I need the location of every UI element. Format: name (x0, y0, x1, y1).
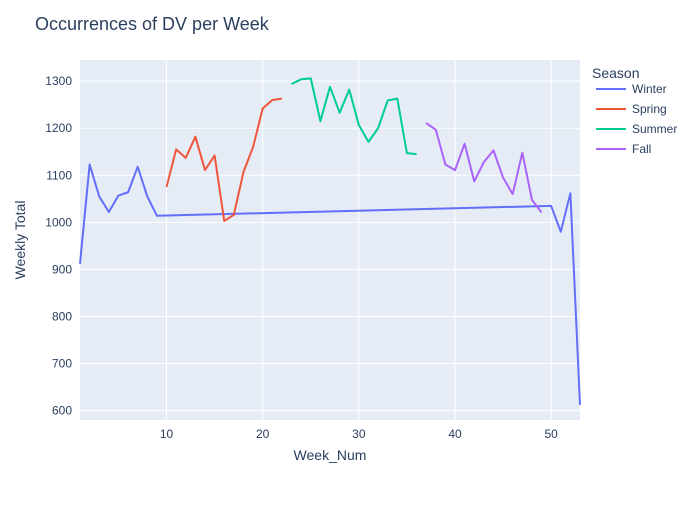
x-tick-label: 30 (352, 427, 366, 441)
legend-label-spring[interactable]: Spring (632, 102, 667, 116)
y-tick-label: 1100 (46, 168, 72, 182)
x-tick-label: 10 (160, 427, 174, 441)
series-line-winter (79, 163, 581, 405)
plot-background (80, 60, 580, 420)
y-tick-label: 600 (52, 404, 72, 418)
series-line-fall (425, 122, 543, 214)
y-tick-label: 800 (52, 309, 72, 323)
chart-title: Occurrences of DV per Week (35, 14, 270, 34)
legend-label-summer[interactable]: Summer (632, 122, 677, 136)
y-axis-ticks: 600 700 800 900 1000 1100 1200 1300 (45, 74, 72, 417)
y-axis-title: Weekly Total (12, 201, 28, 280)
x-tick-label: 40 (448, 427, 462, 441)
x-axis-ticks: 10 20 30 40 50 (160, 427, 558, 441)
y-tick-label: 1300 (45, 74, 72, 88)
y-tick-label: 1200 (45, 121, 72, 135)
legend-label-winter[interactable]: Winter (632, 82, 667, 96)
series-line-summer (291, 77, 417, 156)
y-tick-label: 700 (52, 357, 72, 371)
series-line-spring (165, 97, 283, 222)
x-tick-label: 50 (544, 427, 558, 441)
y-tick-label: 900 (52, 262, 72, 276)
series-layer (79, 77, 581, 405)
x-axis-title: Week_Num (294, 447, 367, 463)
y-tick-label: 1000 (45, 215, 72, 229)
x-tick-label: 20 (256, 427, 270, 441)
legend-label-fall[interactable]: Fall (632, 142, 651, 156)
legend: Season Winter Spring Summer Fall (592, 65, 677, 156)
legend-title: Season (592, 65, 639, 81)
gridlines (80, 60, 580, 420)
